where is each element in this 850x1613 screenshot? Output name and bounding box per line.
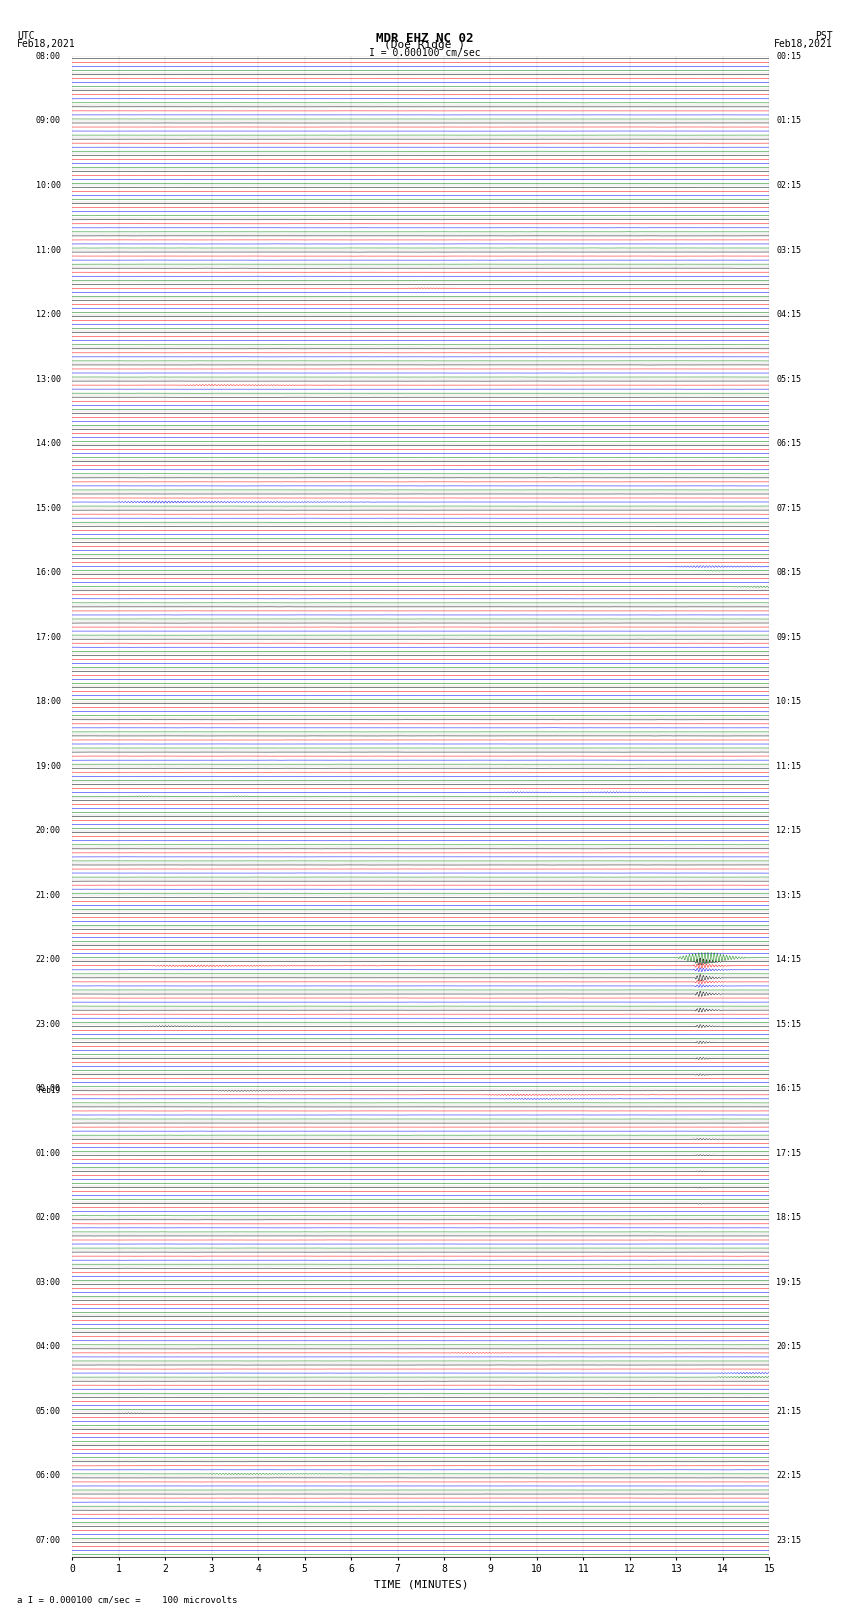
Text: 21:15: 21:15	[776, 1407, 802, 1416]
Text: 06:15: 06:15	[776, 439, 802, 448]
Text: 08:15: 08:15	[776, 568, 802, 577]
Text: 05:15: 05:15	[776, 374, 802, 384]
Text: 11:00: 11:00	[36, 245, 60, 255]
Text: 08:00: 08:00	[36, 52, 60, 61]
Text: PST: PST	[815, 31, 833, 40]
Text: 12:00: 12:00	[36, 310, 60, 319]
Text: 06:00: 06:00	[36, 1471, 60, 1481]
Text: 18:15: 18:15	[776, 1213, 802, 1223]
Text: 10:15: 10:15	[776, 697, 802, 706]
Text: 19:00: 19:00	[36, 761, 60, 771]
Text: 04:00: 04:00	[36, 1342, 60, 1352]
Text: 19:15: 19:15	[776, 1277, 802, 1287]
Text: 23:15: 23:15	[776, 1536, 802, 1545]
Text: 14:00: 14:00	[36, 439, 60, 448]
Text: (Doe Ridge ): (Doe Ridge )	[384, 40, 466, 50]
Text: 09:15: 09:15	[776, 632, 802, 642]
Text: 15:15: 15:15	[776, 1019, 802, 1029]
Text: 16:15: 16:15	[776, 1084, 802, 1094]
Text: 04:15: 04:15	[776, 310, 802, 319]
Text: 01:00: 01:00	[36, 1148, 60, 1158]
Text: 13:15: 13:15	[776, 890, 802, 900]
Text: 20:00: 20:00	[36, 826, 60, 836]
Text: 10:00: 10:00	[36, 181, 60, 190]
Text: 13:00: 13:00	[36, 374, 60, 384]
Text: 00:15: 00:15	[776, 52, 802, 61]
Text: 14:15: 14:15	[776, 955, 802, 965]
Text: 20:15: 20:15	[776, 1342, 802, 1352]
Text: 09:00: 09:00	[36, 116, 60, 126]
Text: 07:00: 07:00	[36, 1536, 60, 1545]
Text: 05:00: 05:00	[36, 1407, 60, 1416]
Text: Feb18,2021: Feb18,2021	[17, 39, 76, 48]
Text: UTC: UTC	[17, 31, 35, 40]
Text: 02:15: 02:15	[776, 181, 802, 190]
Text: Feb18,2021: Feb18,2021	[774, 39, 833, 48]
Text: a I = 0.000100 cm/sec =    100 microvolts: a I = 0.000100 cm/sec = 100 microvolts	[17, 1595, 237, 1605]
Text: 01:15: 01:15	[776, 116, 802, 126]
Text: 17:15: 17:15	[776, 1148, 802, 1158]
Text: Feb19: Feb19	[37, 1086, 60, 1095]
Text: 17:00: 17:00	[36, 632, 60, 642]
Text: 15:00: 15:00	[36, 503, 60, 513]
Text: I = 0.000100 cm/sec: I = 0.000100 cm/sec	[369, 48, 481, 58]
Text: 02:00: 02:00	[36, 1213, 60, 1223]
Text: 22:00: 22:00	[36, 955, 60, 965]
Text: 12:15: 12:15	[776, 826, 802, 836]
Text: 18:00: 18:00	[36, 697, 60, 706]
Text: 03:00: 03:00	[36, 1277, 60, 1287]
Text: 16:00: 16:00	[36, 568, 60, 577]
Text: 00:00: 00:00	[36, 1084, 60, 1094]
Text: 07:15: 07:15	[776, 503, 802, 513]
X-axis label: TIME (MINUTES): TIME (MINUTES)	[373, 1579, 468, 1590]
Text: 11:15: 11:15	[776, 761, 802, 771]
Text: 03:15: 03:15	[776, 245, 802, 255]
Text: 23:00: 23:00	[36, 1019, 60, 1029]
Text: MDR EHZ NC 02: MDR EHZ NC 02	[377, 32, 473, 45]
Text: 21:00: 21:00	[36, 890, 60, 900]
Text: 22:15: 22:15	[776, 1471, 802, 1481]
